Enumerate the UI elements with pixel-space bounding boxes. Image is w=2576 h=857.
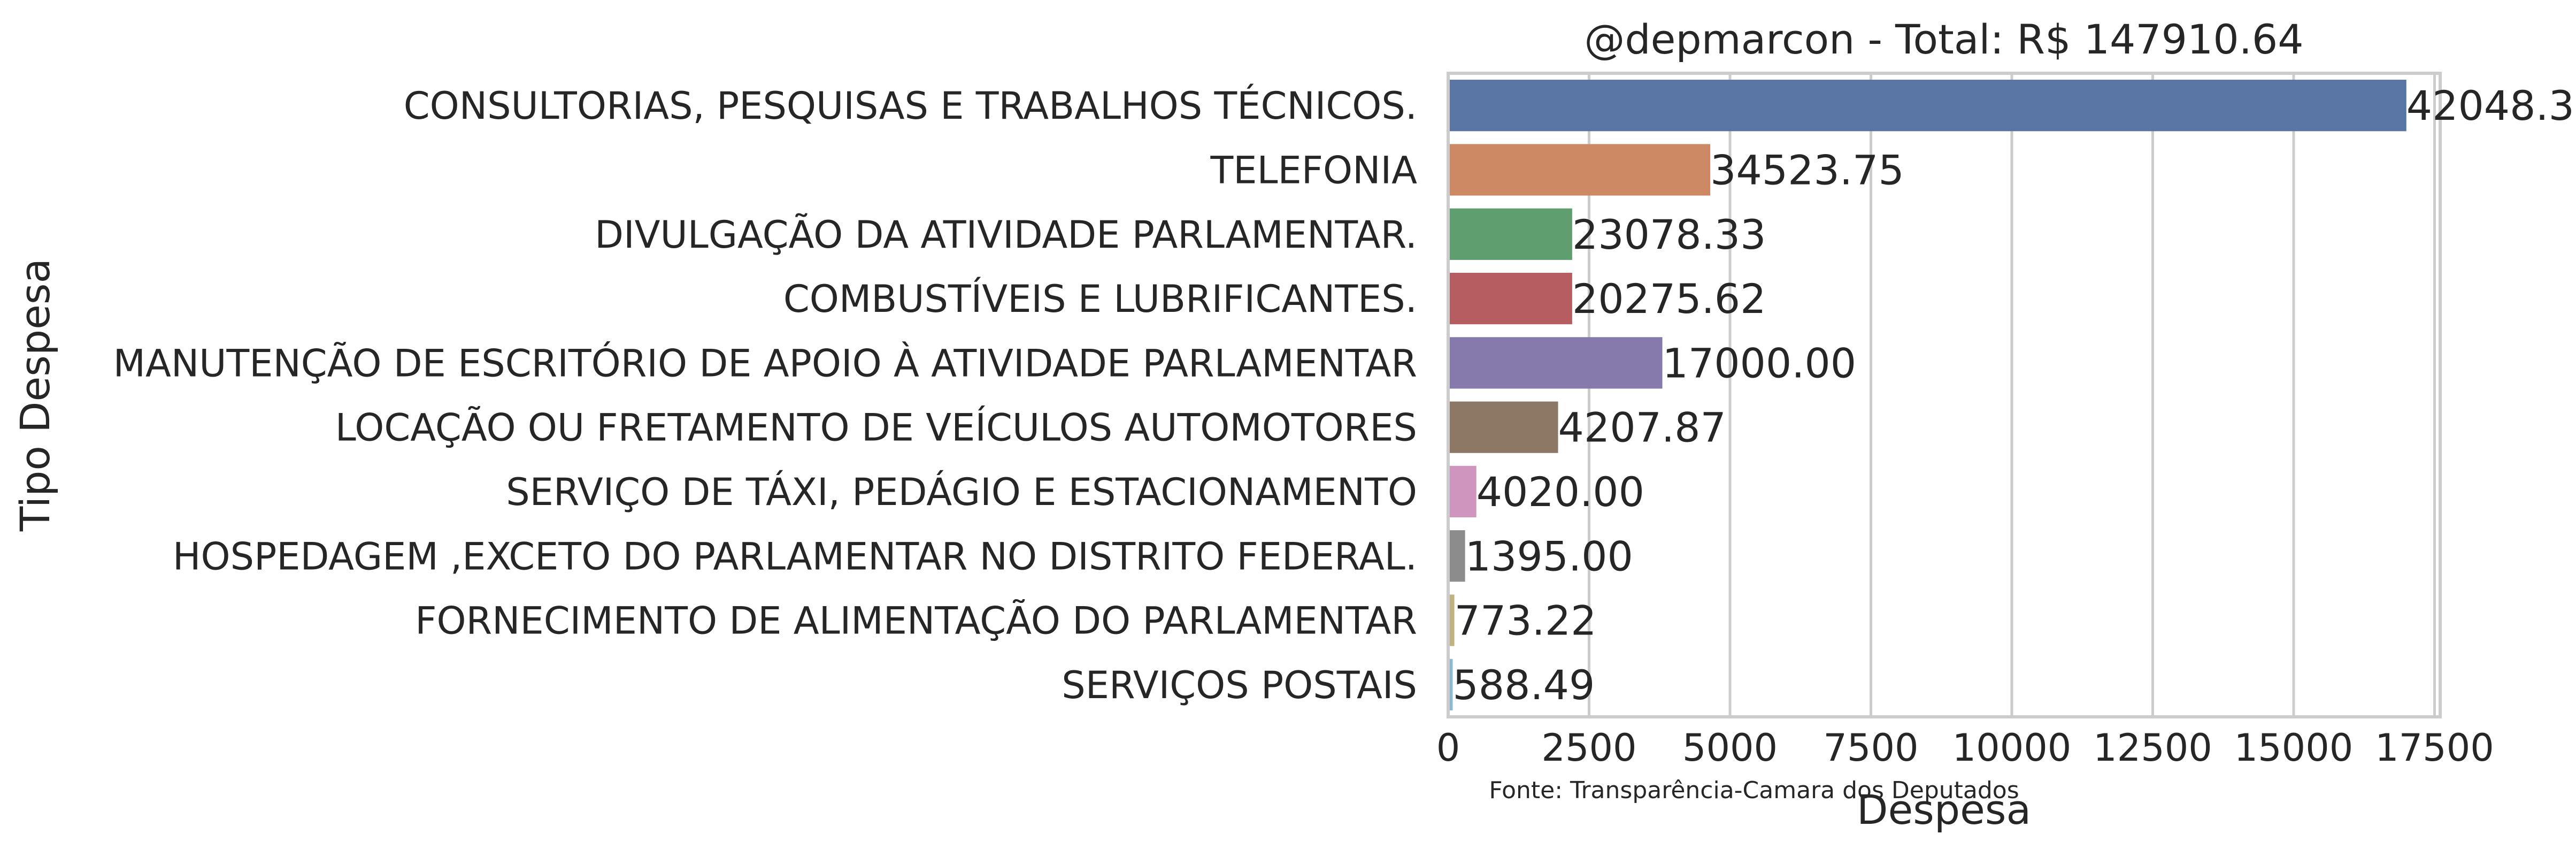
category-label: SERVIÇOS POSTAIS <box>1062 663 1417 707</box>
bar <box>1448 530 1465 582</box>
bar <box>1448 80 2406 132</box>
bar <box>1448 144 1711 196</box>
bar-value-label: 42048.36 <box>2406 82 2576 129</box>
category-labels: CONSULTORIAS, PESQUISAS E TRABALHOS TÉCN… <box>113 84 1418 707</box>
x-tick-labels: 0 2500 5000 7500 10000 12500 15000 17500 <box>1436 726 2494 770</box>
category-label: SERVIÇO DE TÁXI, PEDÁGIO E ESTACIONAMENT… <box>506 470 1417 514</box>
x-axis-label: Despesa <box>1857 786 2031 833</box>
bar <box>1448 272 1572 325</box>
bar <box>1448 401 1558 453</box>
category-label: TELEFONIA <box>1210 148 1418 192</box>
bar-value-label: 34523.75 <box>1710 146 1904 194</box>
chart-title: @depmarcon - Total: R$ 147910.64 <box>1584 16 2303 63</box>
y-axis-label: Tipo Despesa <box>11 258 59 532</box>
category-label: COMBUSTÍVEIS E LUBRIFICANTES. <box>783 277 1417 321</box>
x-tick-label: 7500 <box>1823 726 1918 770</box>
plot-frame <box>1447 72 2442 718</box>
bar <box>1448 208 1572 260</box>
bar-value-label: 4020.00 <box>1477 468 1644 516</box>
bar-value-label: 773.22 <box>1455 597 1597 645</box>
x-tick-label: 0 <box>1436 726 1460 770</box>
value-labels: 42048.36 34523.75 23078.33 20275.62 17000.00… <box>1452 82 2576 709</box>
category-label: LOCAÇÃO OU FRETAMENTO DE VEÍCULOS AUTOMO… <box>335 406 1417 450</box>
x-tick-label: 10000 <box>1952 726 2072 770</box>
category-label: DIVULGAÇÃO DA ATIVIDADE PARLAMENTAR. <box>595 213 1417 257</box>
category-label: MANUTENÇÃO DE ESCRITÓRIO DE APOIO À ATIV… <box>113 341 1417 385</box>
bar-value-label: 588.49 <box>1452 661 1595 709</box>
bar-value-label: 23078.33 <box>1572 211 1766 258</box>
bar-value-label: 20275.62 <box>1572 275 1766 323</box>
x-tick-label: 12500 <box>2093 726 2212 770</box>
bars <box>1448 80 2406 710</box>
bar-value-label: 4207.87 <box>1558 404 1726 452</box>
bar-value-label: 17000.00 <box>1663 339 1857 387</box>
x-tick-label: 15000 <box>2234 726 2354 770</box>
bar <box>1448 659 1453 710</box>
category-label: CONSULTORIAS, PESQUISAS E TRABALHOS TÉCN… <box>404 84 1417 128</box>
category-label: HOSPEDAGEM ,EXCETO DO PARLAMENTAR NO DIS… <box>173 534 1417 578</box>
x-tick-label: 17500 <box>2375 726 2494 770</box>
x-tick-label: 5000 <box>1682 726 1778 770</box>
category-label: FORNECIMENTO DE ALIMENTAÇÃO DO PARLAMENT… <box>415 599 1417 643</box>
source-note: Fonte: Transparência-Camara dos Deputado… <box>1489 777 2019 804</box>
bar <box>1448 465 1477 518</box>
bar-value-label: 1395.00 <box>1465 532 1633 580</box>
bar <box>1448 594 1455 646</box>
bar <box>1448 337 1663 389</box>
x-tick-label: 2500 <box>1541 726 1636 770</box>
